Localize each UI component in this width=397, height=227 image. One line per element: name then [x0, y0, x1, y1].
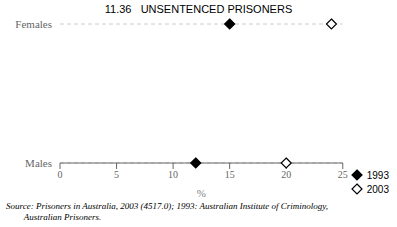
svg-text:10: 10 — [168, 169, 178, 180]
html-text:11.36 UNSENTENCED PRISONERS: 11.36 UNSENTENCED PRISONERS — [104, 3, 293, 15]
svg-text:Females: Females — [15, 18, 52, 30]
html-text:2003: 2003 — [366, 183, 389, 195]
html-text:1993: 1993 — [366, 169, 389, 181]
html-text:Source: Prisoners in Australia: Source: Prisoners in Australia, 2003 (45… — [6, 201, 329, 211]
svg-text:0: 0 — [58, 169, 63, 180]
svg-text:25: 25 — [338, 169, 348, 180]
svg-text:15: 15 — [225, 169, 235, 180]
svg-text:20: 20 — [281, 169, 291, 180]
svg-text:Males: Males — [25, 157, 52, 169]
svg-text:%: % — [197, 187, 206, 199]
html-text:Australian Prisoners.: Australian Prisoners. — [6, 212, 102, 222]
svg-text:5: 5 — [114, 169, 119, 180]
